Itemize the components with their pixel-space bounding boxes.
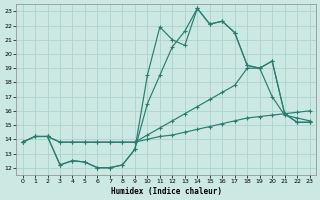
X-axis label: Humidex (Indice chaleur): Humidex (Indice chaleur) (111, 187, 221, 196)
